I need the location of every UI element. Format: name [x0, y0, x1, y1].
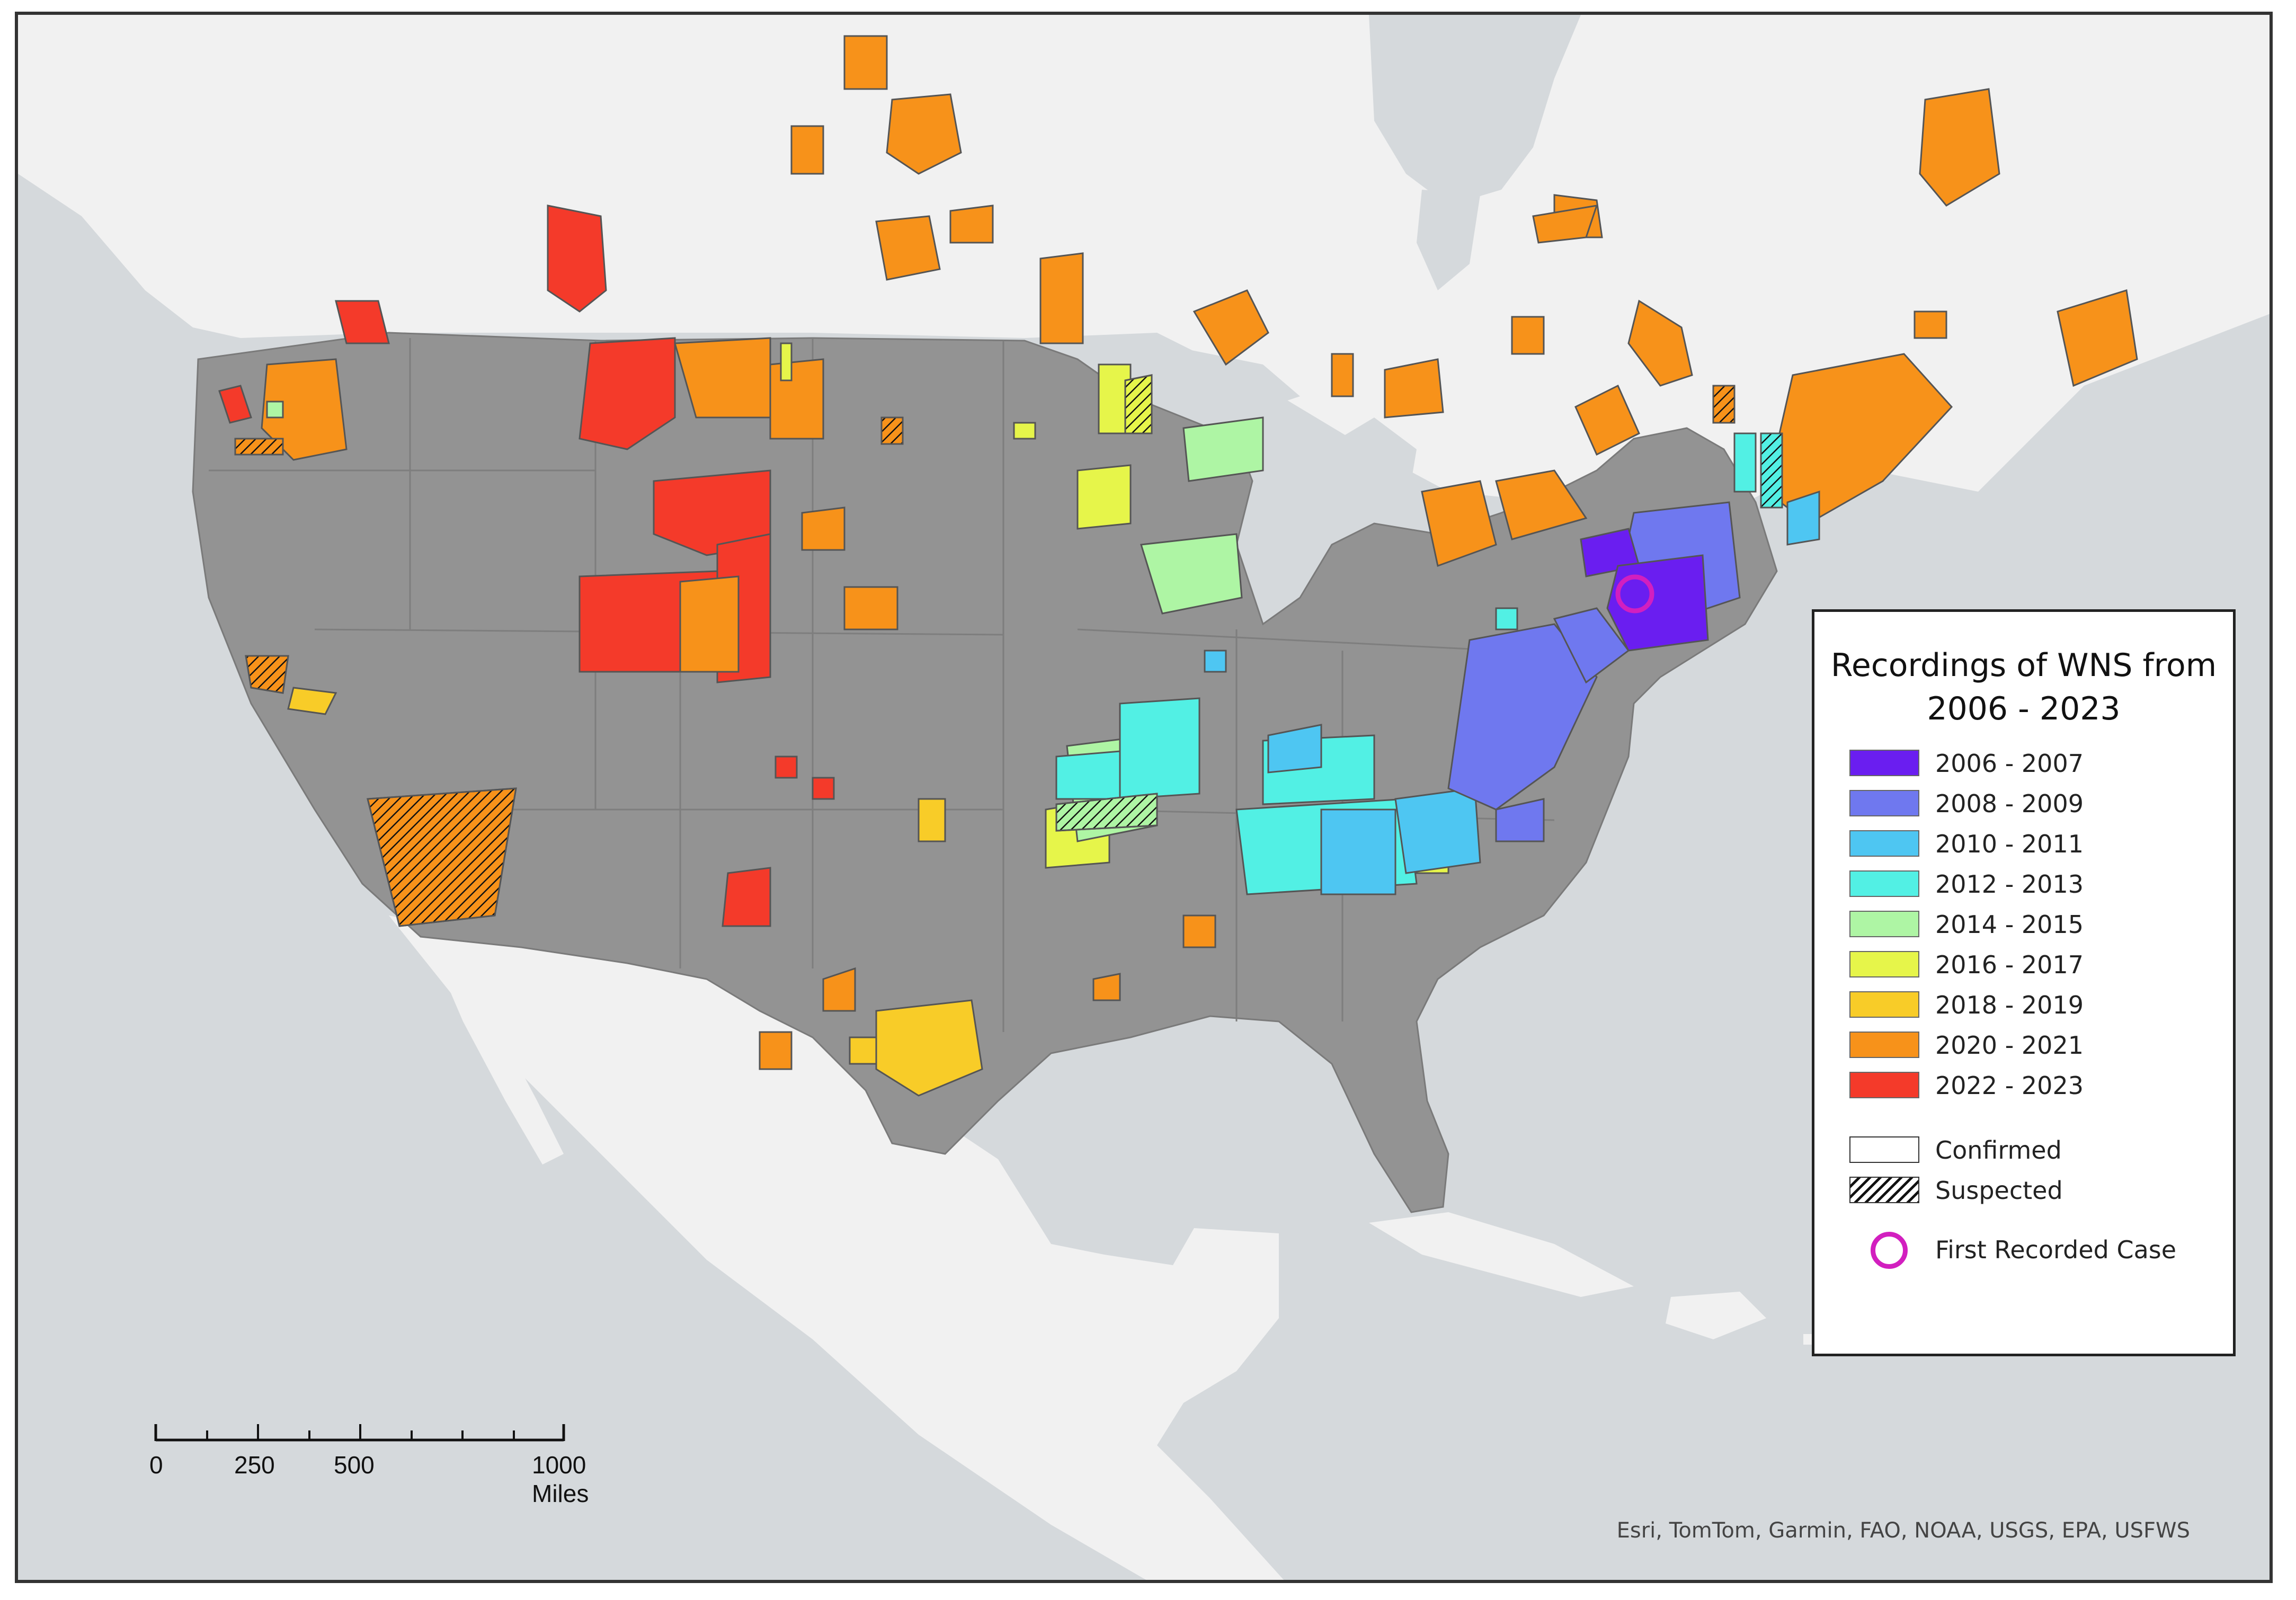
legend-swatch [1849, 830, 1919, 857]
legend-swatch [1849, 870, 1919, 897]
legend-label: 2010 - 2011 [1935, 830, 2084, 858]
canada-land [18, 15, 2270, 534]
scale-bar-graphic [154, 1424, 565, 1442]
map-frame[interactable]: 0 250 500 1000 Miles Esri, TomTom, Garmi… [15, 12, 2273, 1583]
legend-label: 2006 - 2007 [1935, 749, 2084, 778]
james-bay [1417, 190, 1480, 290]
legend-label: 2016 - 2017 [1935, 950, 2084, 979]
suspected-regions [234, 374, 1783, 927]
scale-label-500: 500 [334, 1451, 375, 1479]
legend-swatch [1849, 1072, 1919, 1098]
hudson-bay [1369, 15, 1581, 206]
legend-swatch [1849, 911, 1919, 937]
scale-label-1000: 1000 Miles [532, 1451, 589, 1507]
legend: Recordings of WNS from 2006 - 2023 2006 -… [1812, 609, 2236, 1356]
legend-swatch-suspected [1849, 1177, 1919, 1203]
mexico-land [389, 915, 1284, 1580]
scale-bar: 0 250 500 1000 Miles [145, 1414, 622, 1507]
legend-label: Confirmed [1935, 1136, 2062, 1165]
wns-regions [218, 35, 2138, 1097]
legend-swatch-confirmed [1849, 1136, 1919, 1163]
legend-label: 2020 - 2021 [1935, 1031, 2084, 1060]
scale-label-250: 250 [234, 1451, 275, 1479]
legend-label: Suspected [1935, 1176, 2063, 1205]
baja [431, 947, 564, 1165]
legend-label: 2018 - 2019 [1935, 991, 2084, 1019]
legend-label: First Recorded Case [1935, 1235, 2177, 1264]
legend-swatch [1849, 750, 1919, 776]
legend-swatch [1849, 1032, 1919, 1058]
legend-label: 2008 - 2009 [1935, 789, 2084, 818]
great-lakes [1072, 343, 1607, 640]
legend-label: 2012 - 2013 [1935, 870, 2084, 899]
cuba [1369, 1212, 1634, 1297]
legend-label: 2014 - 2015 [1935, 910, 2084, 939]
legend-label: 2022 - 2023 [1935, 1071, 2084, 1100]
legend-swatch [1849, 951, 1919, 977]
legend-title: Recordings of WNS from 2006 - 2023 [1830, 647, 2217, 727]
legend-swatch [1849, 991, 1919, 1018]
first-case-circle-icon [1871, 1232, 1908, 1269]
map-credit: Esri, TomTom, Garmin, FAO, NOAA, USGS, E… [1616, 1518, 2190, 1543]
first-recorded-case-marker[interactable] [1615, 574, 1654, 614]
hispaniola [1666, 1292, 1766, 1339]
scale-label-0: 0 [149, 1451, 163, 1479]
legend-swatch [1849, 790, 1919, 816]
map-canvas[interactable] [18, 15, 2273, 1583]
